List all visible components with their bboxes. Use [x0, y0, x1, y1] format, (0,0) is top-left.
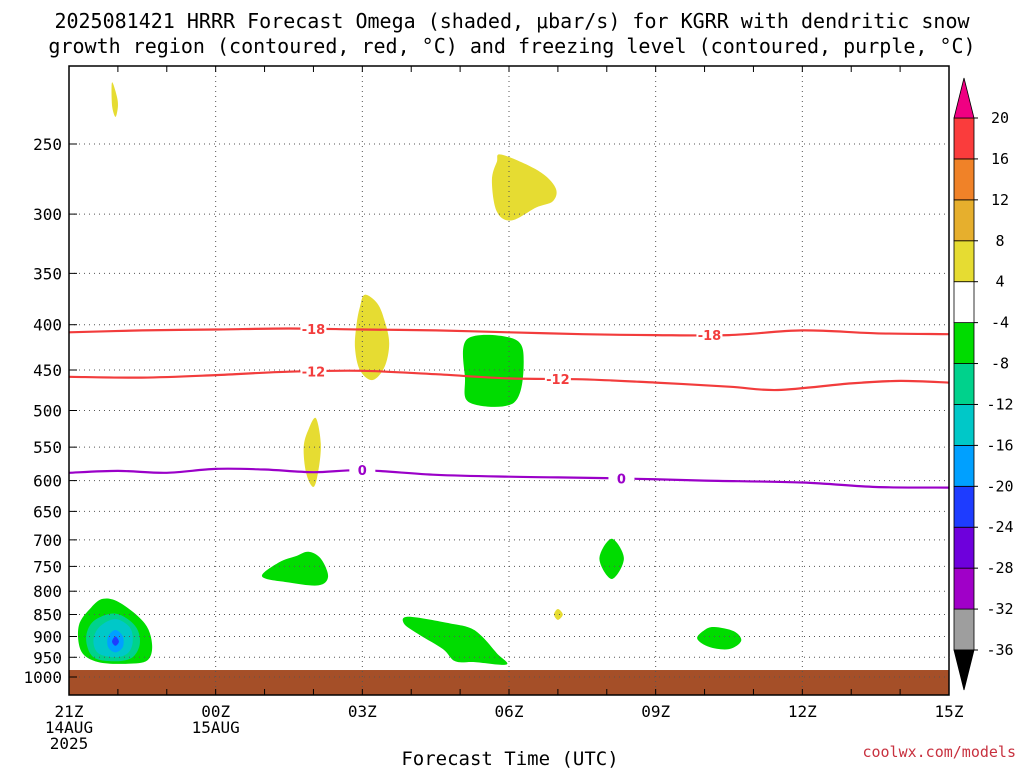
omega-region-1 [491, 154, 557, 221]
colorbar-min-arrow [953, 649, 975, 691]
y-tick-label: 700 [33, 531, 62, 550]
y-tick-label: 850 [33, 606, 62, 625]
y-tick-label: 250 [33, 135, 62, 154]
colorbar-label: -28 [986, 559, 1013, 577]
x-tick-label: 03Z [348, 702, 377, 721]
y-tick-label: 750 [33, 557, 62, 576]
x-axis-label: Forecast Time (UTC) [401, 748, 618, 768]
colorbar-label: 20 [991, 109, 1009, 127]
contour-line-1 [69, 369, 949, 392]
plot-frame [68, 65, 950, 696]
colorbar-label: -8 [991, 355, 1009, 373]
y-tick-label: 550 [33, 438, 62, 457]
contour-label: -18 [302, 323, 326, 338]
colorbar-swatch [953, 322, 975, 364]
temperature-contours: -18 -18 -12 -12 0 0 [69, 320, 949, 489]
y-tick-label: 350 [33, 264, 62, 283]
watermark: coolwx.com/models [862, 743, 1016, 761]
contour-label-bg [300, 363, 327, 379]
y-tick-label: 1000 [23, 668, 62, 687]
colorbar-label: -4 [991, 314, 1009, 332]
colorbar-label: -12 [986, 395, 1013, 413]
colorbar-swatch [953, 404, 975, 446]
y-tick-label: 650 [33, 502, 62, 521]
colorbar-swatch [953, 567, 975, 610]
y-tick-label: 300 [33, 205, 62, 224]
chart-title-line-1: 2025081421 HRRR Forecast Omega (shaded, … [54, 9, 970, 33]
colorbar-label: -32 [986, 600, 1013, 618]
contour-label: -12 [302, 365, 326, 380]
x-tick-label: 09Z [641, 702, 670, 721]
grid [68, 66, 950, 695]
contour-label-bg [544, 370, 571, 386]
colorbar-label: -16 [986, 436, 1013, 454]
y-tick-label: 500 [33, 402, 62, 421]
contour-label: -12 [546, 373, 570, 388]
contour-label-bg [608, 470, 635, 486]
x-tick-label: 00Z [201, 702, 230, 721]
x-tick-label: 06Z [495, 702, 524, 721]
colorbar-swatch [953, 281, 975, 324]
y-tick-label: 450 [33, 361, 62, 380]
contour-label-bg [696, 327, 723, 343]
colorbar-label: 16 [991, 150, 1009, 168]
omega-region-7 [599, 538, 624, 579]
x-tick-label: 14AUG [45, 718, 93, 737]
contour-line-0 [69, 327, 949, 337]
chart-title-line-2: growth region (contoured, red, °C) and f… [48, 34, 975, 58]
colorbar-swatch [953, 240, 975, 283]
omega-region-14 [112, 636, 119, 646]
colorbar-swatch [953, 526, 975, 569]
colorbar-swatch [953, 117, 975, 160]
contour-label: -18 [698, 329, 722, 344]
colorbar-label: -24 [986, 518, 1013, 536]
x-tick-label: 12Z [788, 702, 817, 721]
colorbar-label: 4 [995, 273, 1004, 291]
y-tick-label: 600 [33, 472, 62, 491]
omega-region-6 [261, 551, 329, 586]
colorbar: -36 -32 -28 -24 -20 -16 -12 -8 -4 4 8 12 16 20 [953, 77, 1014, 691]
omega-region-2 [354, 294, 390, 381]
y-tick-label: 400 [33, 316, 62, 335]
colorbar-label: 8 [995, 232, 1004, 250]
omega-region-9 [697, 626, 742, 650]
omega-region-5 [462, 334, 524, 407]
x-tick-label: 2025 [50, 734, 89, 753]
colorbar-swatch [953, 444, 975, 487]
colorbar-label: 12 [991, 191, 1009, 209]
y-tick-label: 800 [33, 582, 62, 601]
contour-label: 0 [617, 472, 626, 487]
contour-label: 0 [358, 464, 367, 479]
colorbar-swatch [953, 158, 975, 201]
omega-region-8 [402, 616, 508, 665]
omega-shading [77, 82, 742, 665]
x-tick-label: 21Z [55, 702, 84, 721]
colorbar-swatch [953, 199, 975, 242]
contour-label-bg [300, 320, 327, 336]
colorbar-max-arrow [953, 77, 975, 119]
colorbar-label: -36 [986, 641, 1013, 659]
contour-line-2 [69, 467, 949, 489]
colorbar-swatch [953, 485, 975, 528]
colorbar-swatch [953, 608, 975, 651]
colorbar-swatch [953, 363, 975, 405]
y-tick-label: 950 [33, 648, 62, 667]
contour-label-bg [349, 462, 376, 478]
omega-region-0 [111, 82, 118, 117]
x-tick-label: 15AUG [192, 718, 240, 737]
omega-region-3 [303, 417, 321, 488]
colorbar-label: -20 [986, 477, 1013, 495]
y-tick-label: 900 [33, 627, 62, 646]
omega-region-4 [554, 609, 563, 620]
pressure-axis: 250 300 350 400 450 500 550 600 650 700 750 800 850 9… [23, 135, 77, 687]
x-tick-label: 15Z [935, 702, 964, 721]
